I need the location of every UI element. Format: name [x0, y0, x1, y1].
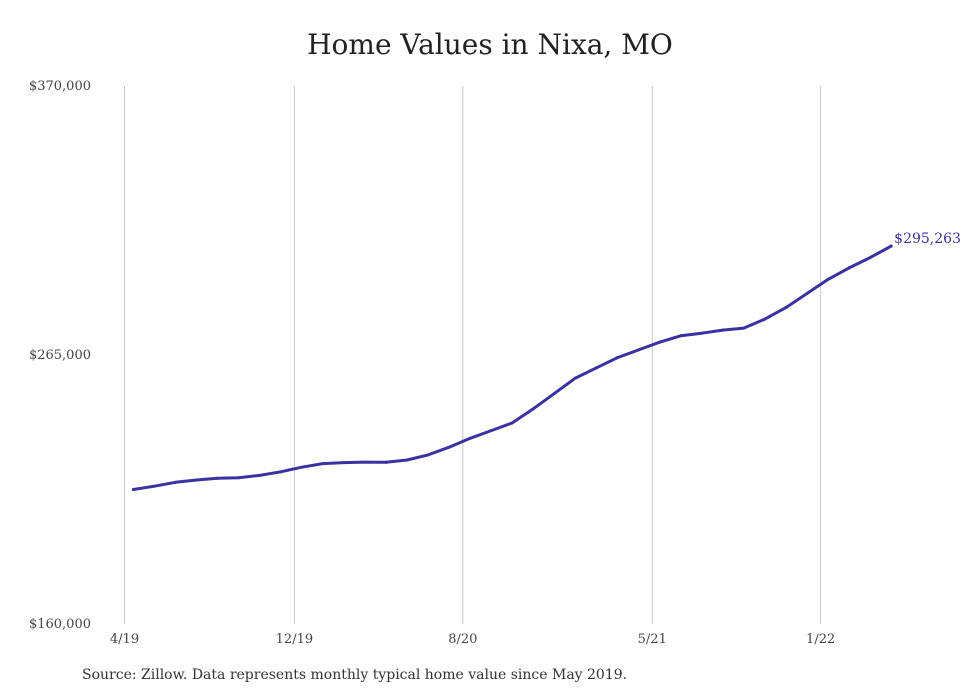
y-tick-label: $265,000 — [29, 348, 91, 363]
data-point — [342, 461, 346, 465]
data-point — [531, 407, 535, 411]
data-point — [721, 328, 725, 332]
data-point — [447, 445, 451, 449]
gridlines — [124, 86, 822, 624]
data-point — [552, 391, 556, 395]
end-value-label: $295,263 — [894, 231, 961, 247]
data-point — [258, 473, 262, 477]
data-point — [616, 356, 620, 360]
data-point — [468, 436, 472, 440]
data-point — [300, 465, 304, 469]
data-point — [763, 317, 767, 321]
data-point — [131, 488, 135, 491]
data-point — [679, 334, 683, 338]
x-axis-ticks: 4/19 12/19 8/20 5/21 1/22 — [110, 632, 835, 647]
data-point — [216, 476, 220, 480]
x-tick-label: 8/20 — [448, 632, 477, 647]
data-point — [847, 266, 851, 270]
data-point — [889, 244, 893, 248]
data-point — [742, 326, 746, 330]
data-point — [805, 292, 809, 296]
chart-title: Home Values in Nixa, MO — [307, 28, 673, 61]
data-point — [152, 484, 156, 488]
data-point — [826, 277, 830, 281]
y-axis-ticks: $370,000 $265,000 $160,000 — [29, 79, 91, 632]
data-point — [384, 460, 388, 464]
x-tick-label: 5/21 — [638, 632, 667, 647]
data-point — [868, 256, 872, 260]
data-point — [573, 376, 577, 380]
data-point — [510, 421, 514, 425]
data-point — [321, 462, 325, 466]
x-tick-label: 12/19 — [276, 632, 313, 647]
y-tick-label: $160,000 — [29, 617, 91, 632]
series-line — [131, 244, 893, 491]
x-tick-label: 4/19 — [110, 632, 139, 647]
data-point — [363, 460, 367, 464]
data-point — [700, 331, 704, 335]
x-tick-label: 1/22 — [806, 632, 835, 647]
line-chart: $370,000 $265,000 $160,000 4/19 12/19 8/20 5/… — [29, 79, 961, 647]
data-point — [195, 478, 199, 482]
data-point — [279, 470, 283, 474]
data-point — [594, 366, 598, 370]
data-point — [405, 458, 409, 462]
series-layer — [131, 244, 893, 491]
data-point — [637, 348, 641, 352]
data-labels: $295,263 — [894, 231, 961, 247]
data-point — [173, 480, 177, 484]
data-point — [784, 306, 788, 310]
data-point — [658, 340, 662, 344]
data-point — [237, 476, 241, 480]
y-tick-label: $370,000 — [29, 79, 91, 94]
data-point — [489, 429, 493, 433]
source-note: Source: Zillow. Data represents monthly … — [82, 667, 628, 683]
data-point — [426, 453, 430, 457]
